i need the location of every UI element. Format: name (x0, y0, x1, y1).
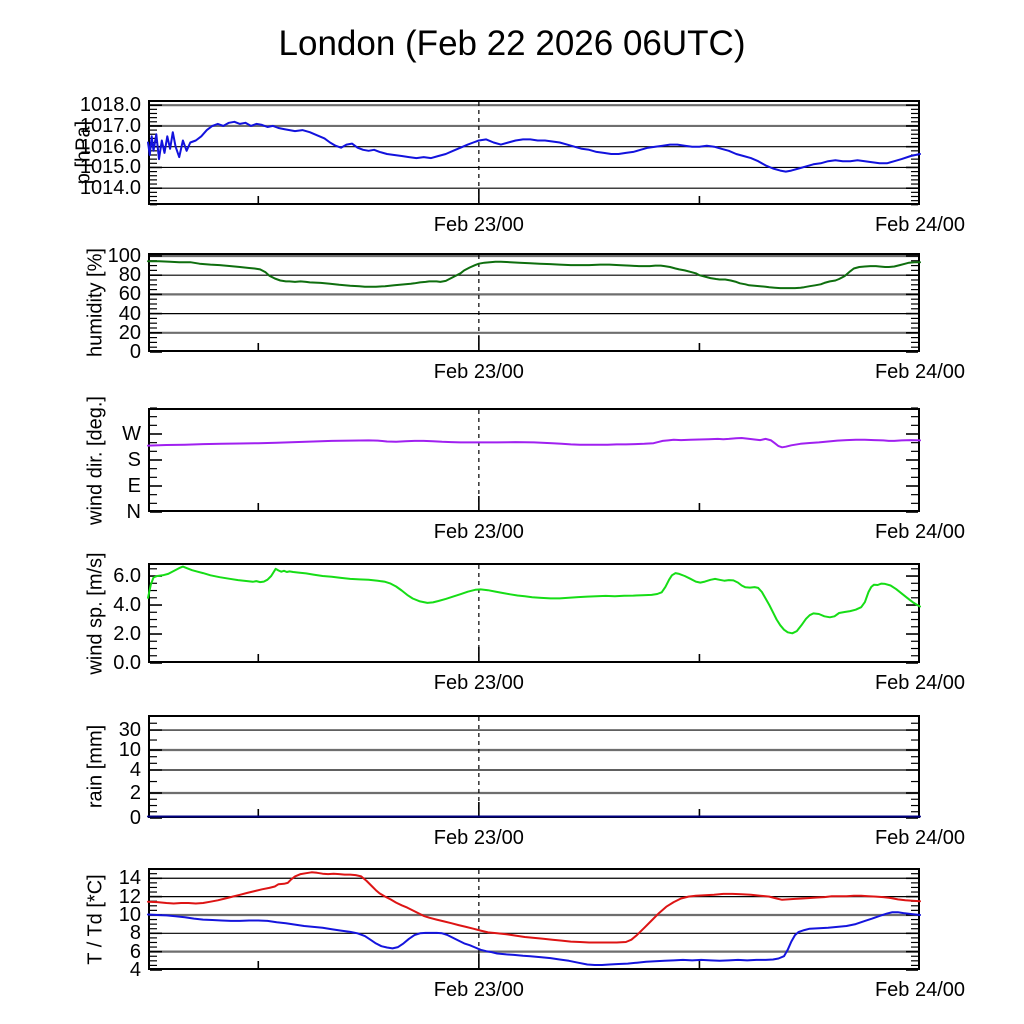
y-tick-label: 4.0 (113, 594, 141, 617)
y-tick-label: 80 (118, 264, 141, 287)
page-title: London (Feb 22 2026 06UTC) (278, 24, 746, 63)
x-tick-label: Feb 23/00 (433, 361, 524, 383)
series-wind-speed (147, 565, 921, 635)
y-tick-label: N (126, 501, 141, 523)
x-tick-label: Feb 23/00 (433, 672, 524, 694)
panel-border (148, 868, 920, 970)
x-tick-label: Feb 24/00 (874, 979, 966, 1001)
y-tick-label: 1017.0 (79, 114, 141, 137)
x-tick-label: Feb 23/00 (433, 827, 524, 849)
y-tick-label: 40 (118, 302, 141, 325)
panel-border (148, 408, 920, 512)
series-wind-direction (147, 437, 921, 449)
y-tick-label: 6 (129, 940, 141, 963)
x-tick-label: Feb 24/00 (874, 827, 966, 849)
y-tick-label: 1014.0 (79, 177, 141, 200)
series-dewpoint (147, 911, 921, 966)
y-tick-label: S (127, 449, 141, 471)
series-temperature (147, 871, 921, 944)
y-tick-label: 8 (129, 922, 141, 945)
y-tick-label: 10 (118, 739, 141, 762)
x-tick-label: Feb 24/00 (874, 214, 966, 236)
x-tick-label: Feb 23/00 (433, 521, 524, 543)
panel-border (148, 715, 920, 818)
y-tick-label: 4 (129, 959, 141, 981)
series-humidity (147, 260, 921, 290)
pressure-plot (147, 100, 921, 206)
rain-plot (147, 715, 921, 819)
panel-border (148, 563, 920, 663)
y-tick-label: 1016.0 (79, 135, 141, 158)
humidity-plot (147, 253, 921, 353)
series-pressure (147, 120, 921, 173)
x-tick-label: Feb 23/00 (433, 214, 524, 236)
x-tick-label: Feb 23/00 (433, 979, 524, 1001)
temp-plot (147, 868, 921, 971)
x-tick-label: Feb 24/00 (874, 672, 966, 694)
y-tick-label: 0 (129, 807, 141, 829)
y-tick-label: 0.0 (113, 652, 141, 674)
y-tick-label: 100 (107, 244, 141, 267)
y-tick-label: 2.0 (113, 623, 141, 645)
panel-border (148, 253, 920, 352)
y-tick-label: 0 (129, 341, 141, 363)
y-tick-label: 14 (118, 867, 141, 890)
y-tick-label: 12 (118, 885, 141, 908)
y-tick-label: 6.0 (113, 565, 141, 588)
y-tick-label: 1015.0 (79, 156, 141, 179)
x-tick-label: Feb 24/00 (874, 521, 966, 543)
y-tick-label: E (127, 475, 141, 497)
y-tick-label: 20 (118, 321, 141, 344)
y-tick-label: 30 (118, 719, 141, 742)
y-tick-label: W (122, 423, 141, 445)
y-tick-label: 60 (118, 283, 141, 306)
y-tick-label: 1018.0 (79, 94, 141, 117)
y-tick-label: 10 (118, 903, 141, 926)
y-tick-label: 2 (129, 782, 141, 804)
wind-speed-plot (147, 563, 921, 664)
y-tick-label: 4 (129, 759, 141, 781)
wind-dir-plot (147, 407, 921, 513)
x-tick-label: Feb 24/00 (874, 361, 966, 383)
